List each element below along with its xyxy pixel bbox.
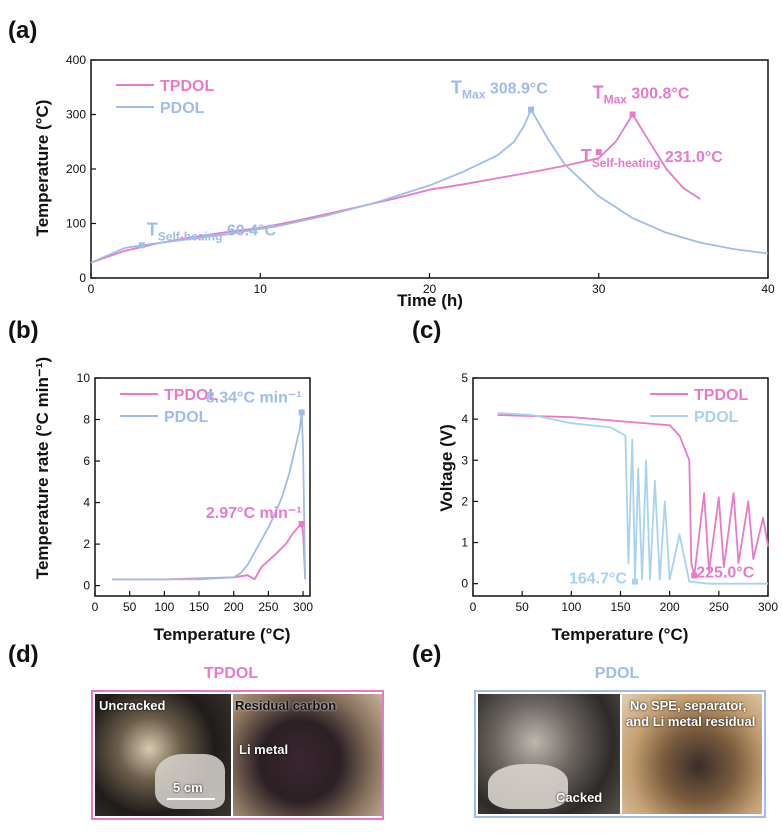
chart-b-xtick-label: 250 — [258, 600, 278, 614]
chart-b-legend-pdol: PDOL — [164, 409, 209, 426]
chart-b-xtick-label: 0 — [92, 600, 99, 614]
chart-b-ytick-label: 2 — [83, 537, 90, 551]
chart-a-ytick-label: 300 — [66, 108, 86, 122]
chart-c-xtick-label: 200 — [660, 600, 680, 614]
chart-b-xtick-label: 100 — [154, 600, 174, 614]
chart-c-legend-pdol: PDOL — [694, 409, 739, 426]
panel-e-right-caption-1: No SPE, separator, — [630, 698, 747, 713]
chart-a-ytick-label: 100 — [66, 217, 86, 231]
chart-b-ytick-label: 0 — [83, 579, 90, 593]
chart-a-xtick-label: 40 — [761, 282, 775, 296]
chart-c-annotation: 164.7°C — [569, 571, 627, 588]
chart-a-legend-tpdol: TPDOL — [160, 78, 214, 95]
chart-c-xtick-label: 150 — [610, 600, 630, 614]
chart-c-xtick-label: 100 — [561, 600, 581, 614]
panel-label-b: (b) — [8, 317, 39, 344]
chart-c-line-tpdol — [497, 414, 769, 577]
chart-b-xtick-label: 150 — [189, 600, 209, 614]
chart-b-annotation: 8.34°C min⁻¹ — [206, 389, 302, 406]
chart-a-xtick-label: 30 — [592, 282, 606, 296]
chart-c: 0 50 100 150 200 250 300 0 1 2 3 4 5 TPDOL PDOL 164.7°C… — [461, 371, 778, 614]
chart-c-xtick-label: 250 — [709, 600, 729, 614]
chart-a-legend-pdol: PDOL — [160, 100, 205, 117]
chart-a-ylabel: Temperature (°C) — [33, 100, 52, 237]
panel-e-frame: Cacked No SPE, separator, and Li metal r… — [474, 690, 766, 818]
chart-c-ytick-label: 1 — [461, 536, 468, 550]
chart-a-annotation: TSelf-heating 231.0°C — [581, 146, 724, 170]
panel-d-scale: 5 cm — [173, 780, 203, 795]
panel-d-frame: Uncracked 5 cm Residual carbon Li metal — [91, 690, 384, 820]
chart-b-ytick-label: 8 — [83, 413, 90, 427]
chart-b-annotation: 2.97°C min⁻¹ — [206, 505, 302, 522]
chart-c-ytick-label: 3 — [461, 453, 468, 467]
chart-c-ytick-label: 5 — [461, 371, 468, 385]
panel-d-photo-left: Uncracked 5 cm — [95, 694, 231, 816]
panel-d-right-caption: Residual carbon — [235, 698, 337, 713]
chart-b-marker — [298, 520, 305, 527]
chart-b-line-tpdol — [112, 523, 306, 581]
chart-c-xtick-label: 50 — [515, 600, 529, 614]
chart-a-annotation: TMax 300.8°C — [593, 83, 690, 107]
panel-e-photo-left: Cacked — [478, 694, 620, 814]
chart-b-line-pdol — [112, 411, 306, 581]
chart-c-marker — [691, 572, 698, 579]
chart-c-line-pdol — [497, 412, 768, 585]
chart-a-ytick-label: 400 — [66, 53, 86, 67]
chart-a-annotation: TSelf-heaing 60.4°C — [147, 219, 277, 243]
chart-c-xtick-label: 0 — [470, 600, 477, 614]
chart-b-marker — [298, 409, 305, 416]
panel-label-c: (c) — [412, 317, 441, 344]
chart-a-xtick-label: 0 — [88, 282, 95, 296]
chart-a-annotation: TMax 308.9°C — [451, 78, 548, 102]
chart-b-xtick-label: 300 — [293, 600, 313, 614]
panel-e-title: PDOL — [595, 665, 640, 682]
chart-a-marker — [595, 149, 602, 156]
chart-b: 0 50 100 150 200 250 300 0 2 4 6 8 10 TPDOL PDOL 8.34°C… — [77, 371, 314, 614]
panel-label-e: (e) — [412, 641, 441, 668]
panel-d-left-caption: Uncracked — [99, 698, 166, 713]
chart-c-legend-tpdol: TPDOL — [694, 387, 748, 404]
chart-a-marker — [629, 111, 636, 118]
chart-b-ytick-label: 6 — [83, 454, 90, 468]
chart-c-xtick-label: 300 — [758, 600, 778, 614]
chart-a-line-tpdol — [90, 113, 701, 264]
chart-a-xtick-label: 10 — [254, 282, 268, 296]
chart-a-line-pdol — [90, 108, 769, 264]
chart-a-ytick-label: 0 — [79, 271, 86, 285]
chart-b-legend-tpdol: TPDOL — [164, 387, 218, 404]
chart-a-marker — [138, 242, 145, 249]
chart-b-ylabel: Temperature rate (°C min⁻¹) — [33, 357, 52, 579]
chart-c-ytick-label: 4 — [461, 412, 468, 426]
panel-d-photo-right: Residual carbon Li metal — [233, 694, 382, 816]
chart-a-ytick-label: 200 — [66, 162, 86, 176]
chart-c-ytick-label: 2 — [461, 494, 468, 508]
glove-shape — [488, 764, 568, 809]
chart-b-xtick-label: 50 — [123, 600, 137, 614]
panel-e-photo-right: No SPE, separator, and Li metal residual — [622, 694, 762, 814]
panel-label-a: (a) — [8, 17, 37, 44]
chart-c-ylabel: Voltage (V) — [437, 424, 456, 512]
scale-bar — [167, 798, 215, 800]
chart-b-ytick-label: 4 — [83, 496, 90, 510]
panel-e-right-caption-2: and Li metal residual — [626, 714, 756, 729]
chart-a-xtick-label: 20 — [423, 282, 437, 296]
chart-c-marker — [631, 578, 638, 585]
chart-a-marker — [528, 106, 535, 113]
panel-e-inner-label: Cacked — [556, 790, 603, 805]
chart-a-xlabel: Time (h) — [397, 291, 463, 310]
chart-b-frame — [94, 377, 311, 597]
panel-d-inner-label: Li metal — [239, 742, 289, 757]
chart-c-ytick-label: 0 — [461, 577, 468, 591]
chart-b-ytick-label: 10 — [77, 371, 91, 385]
chart-b-xlabel: Temperature (°C) — [154, 625, 291, 644]
panel-d-title: TPDOL — [204, 665, 258, 682]
chart-b-xtick-label: 200 — [224, 600, 244, 614]
chart-c-xlabel: Temperature (°C) — [552, 625, 689, 644]
chart-c-annotation: 225.0°C — [696, 564, 754, 581]
panel-label-d: (d) — [8, 641, 39, 668]
